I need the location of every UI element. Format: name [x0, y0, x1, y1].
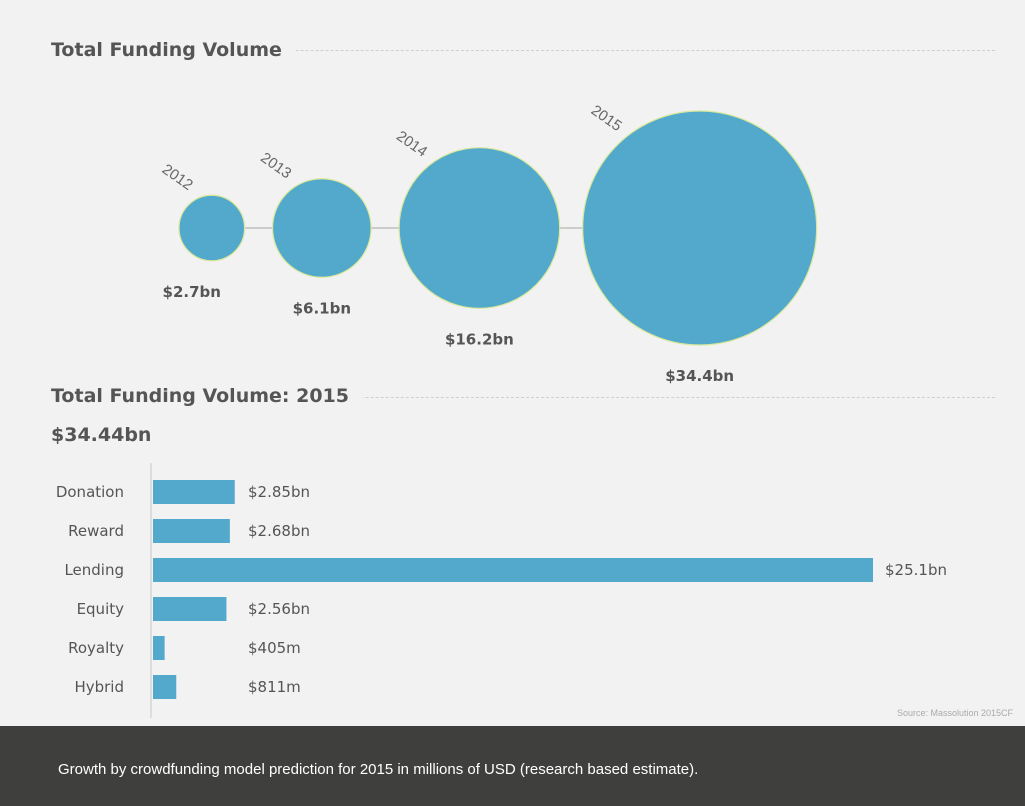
bar-category-label: Equity — [77, 600, 125, 618]
caption-bar: Growth by crowdfunding model prediction … — [0, 726, 1025, 806]
bubble-2012 — [178, 194, 246, 262]
bar-value-label: $2.68bn — [248, 522, 310, 540]
bubble-value-label: $16.2bn — [445, 330, 514, 348]
bar-hybrid — [153, 675, 177, 699]
bar-value-label: $2.85bn — [248, 483, 310, 501]
caption-text: Growth by crowdfunding model prediction … — [58, 761, 699, 778]
title-divider-2 — [60, 397, 995, 398]
bar-equity — [153, 597, 227, 621]
bubble-2015 — [582, 110, 818, 346]
bubble-2014 — [398, 147, 561, 309]
bar-category-label: Lending — [64, 561, 124, 579]
bar-lending — [153, 558, 873, 582]
bar-category-label: Royalty — [68, 639, 124, 657]
bar-value-label: $2.56bn — [248, 600, 310, 618]
bar-value-label: $811m — [248, 678, 301, 696]
bubble-value-label: $34.4bn — [665, 367, 734, 385]
bar-royalty — [153, 636, 165, 660]
bubble-chart: 2012$2.7bn2013$6.1bn2014$16.2bn2015$34.4… — [159, 102, 818, 385]
bar-chart: Donation $2.85bn Reward $2.68bn Lending $25.1… — [56, 463, 947, 718]
total-amount: $34.44bn — [51, 424, 152, 446]
source-note: Source: Massolution 2015CF — [896, 708, 1013, 718]
title-divider-1 — [60, 50, 995, 51]
bar-donation — [153, 480, 235, 504]
bubble-value-label: $2.7bn — [163, 283, 221, 301]
bubble-2013 — [271, 178, 372, 278]
bar-category-label: Donation — [56, 483, 124, 501]
bar-value-label: $405m — [248, 639, 301, 657]
bar-value-label: $25.1bn — [885, 561, 947, 579]
bar-category-label: Reward — [68, 522, 124, 540]
bubble-chart-title: Total Funding Volume — [51, 39, 296, 61]
bar-reward — [153, 519, 230, 543]
bubble-value-label: $6.1bn — [293, 299, 351, 317]
bar-category-label: Hybrid — [74, 678, 124, 696]
bar-chart-title: Total Funding Volume: 2015 — [51, 385, 363, 407]
